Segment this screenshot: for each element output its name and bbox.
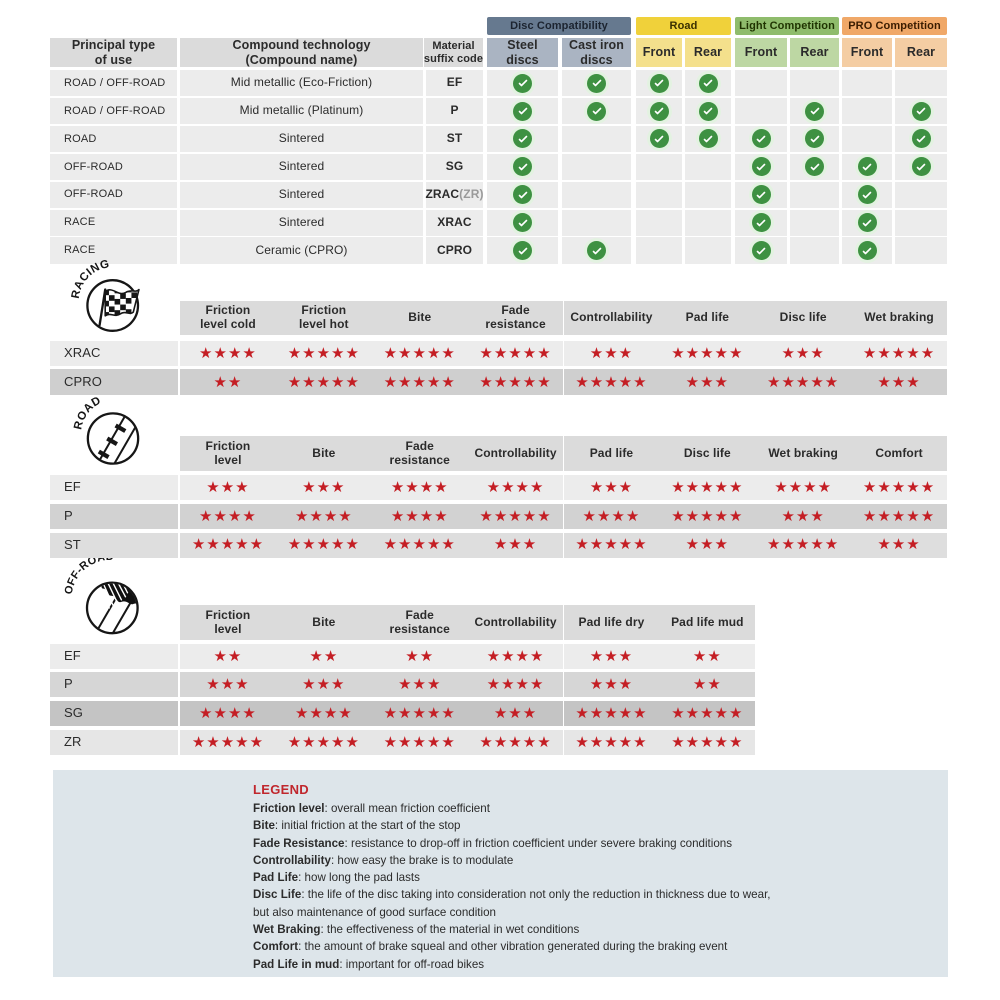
svg-text:ROAD: ROAD — [72, 395, 103, 431]
svg-text:RACING: RACING — [70, 258, 111, 299]
svg-text:OFF-ROAD: OFF-ROAD — [63, 551, 114, 595]
